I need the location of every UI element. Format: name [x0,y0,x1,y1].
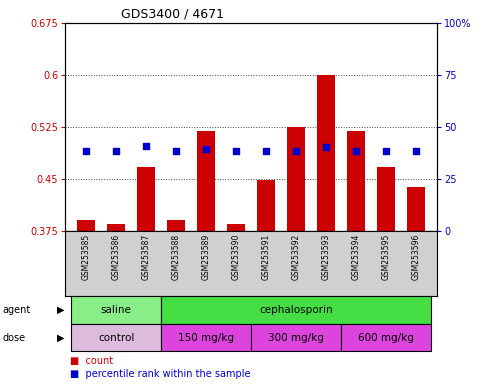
Text: saline: saline [101,305,132,315]
Text: GSM253591: GSM253591 [262,234,270,280]
Text: GSM253594: GSM253594 [352,234,361,280]
Text: ▶: ▶ [57,305,64,315]
Text: 600 mg/kg: 600 mg/kg [358,333,414,343]
Text: GSM253587: GSM253587 [142,234,151,280]
Text: 150 mg/kg: 150 mg/kg [178,333,234,343]
Point [412,147,420,154]
Text: GSM253589: GSM253589 [202,234,211,280]
Text: agent: agent [2,305,30,315]
Point [322,144,330,150]
Bar [227,224,245,231]
Text: cephalosporin: cephalosporin [259,305,333,315]
Bar [407,187,425,231]
Text: GDS3400 / 4671: GDS3400 / 4671 [121,8,224,21]
Text: GSM253590: GSM253590 [232,234,241,280]
Point [172,148,180,154]
Bar [77,220,95,231]
Bar [317,75,335,231]
Bar [377,167,395,231]
Text: GSM253586: GSM253586 [112,234,121,280]
Text: ■  percentile rank within the sample: ■ percentile rank within the sample [70,369,251,379]
Text: GSM253596: GSM253596 [412,234,421,280]
Text: control: control [98,333,134,343]
Bar [197,131,215,231]
Point [82,148,90,154]
Bar [287,127,305,231]
Text: GSM253592: GSM253592 [292,234,300,280]
Bar [137,167,155,231]
Point [142,143,150,149]
Text: GSM253588: GSM253588 [171,234,181,280]
Bar [167,220,185,231]
Point [292,148,300,154]
Text: GSM253595: GSM253595 [382,234,391,280]
Text: GSM253585: GSM253585 [82,234,91,280]
Point [113,148,120,154]
Point [202,146,210,152]
Point [232,147,240,154]
Bar [107,224,125,231]
Point [262,148,270,154]
Bar [347,131,365,231]
Text: dose: dose [2,333,26,343]
Text: GSM253593: GSM253593 [322,234,331,280]
Text: ▶: ▶ [57,333,64,343]
Point [352,147,360,154]
Point [382,147,390,154]
Text: 300 mg/kg: 300 mg/kg [268,333,324,343]
Text: ■  count: ■ count [70,356,113,366]
Bar [257,180,275,231]
